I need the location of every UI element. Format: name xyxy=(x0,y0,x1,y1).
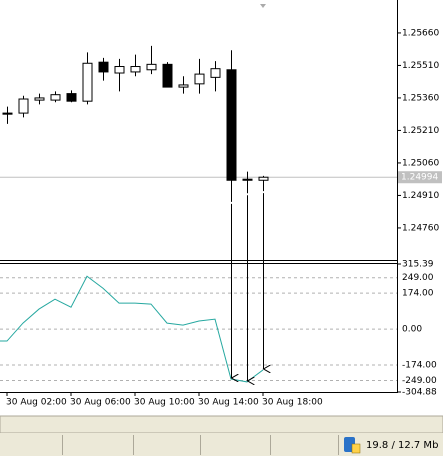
candle-body xyxy=(130,66,141,73)
y-tick-label: -174.00 xyxy=(402,360,437,370)
connection-icon xyxy=(351,443,361,454)
candle-body xyxy=(210,68,221,78)
x-tick-label: 30 Aug 06:00 xyxy=(70,398,131,408)
current-price-label: 1.24994 xyxy=(401,173,438,183)
candle-body xyxy=(66,93,77,102)
candle-body xyxy=(82,62,93,102)
y-tick-label: 1.24760 xyxy=(402,223,439,233)
shift-marker xyxy=(260,4,266,8)
status-bar xyxy=(0,433,443,456)
candle-body xyxy=(114,66,125,74)
status-separators xyxy=(62,435,339,455)
candle-body xyxy=(258,176,269,181)
candle-body xyxy=(50,94,61,101)
candle-body xyxy=(194,73,205,85)
candle-body xyxy=(34,97,45,101)
x-tick-label: 30 Aug 02:00 xyxy=(6,398,67,408)
y-tick-label: 1.25660 xyxy=(402,28,439,38)
y-tick-label: -304.88 xyxy=(402,388,437,398)
x-tick-label: 30 Aug 18:00 xyxy=(262,398,323,408)
y-tick-label: 249.00 xyxy=(402,273,434,283)
y-tick-label: 315.39 xyxy=(402,260,434,270)
x-tick-label: 30 Aug 10:00 xyxy=(134,398,195,408)
y-tick-label: 1.25060 xyxy=(402,158,439,168)
candle-body xyxy=(18,98,29,114)
candle-body xyxy=(98,61,109,73)
y-tick-label: 1.25510 xyxy=(402,61,439,71)
candle-body xyxy=(2,112,13,115)
candle-body xyxy=(226,69,237,181)
indicator-line xyxy=(0,275,264,383)
y-tick-label: 1.25210 xyxy=(402,126,439,136)
tab-strip[interactable] xyxy=(0,415,443,434)
candle-body xyxy=(178,84,189,88)
y-tick-label: 1.25360 xyxy=(402,93,439,103)
x-tick-label: 30 Aug 14:00 xyxy=(198,398,259,408)
y-tick-label: 1.24910 xyxy=(402,191,439,201)
memory-status: 19.8 / 12.7 Mb xyxy=(366,440,438,451)
candle-body xyxy=(146,63,157,71)
y-tick-label: -249.00 xyxy=(402,376,437,386)
y-tick-label: 0.00 xyxy=(402,325,422,335)
current-price-box xyxy=(398,171,442,184)
chart-background xyxy=(0,0,443,416)
candle-body xyxy=(162,63,173,88)
candle-body xyxy=(242,178,253,181)
y-tick-label: 174.00 xyxy=(402,289,434,299)
